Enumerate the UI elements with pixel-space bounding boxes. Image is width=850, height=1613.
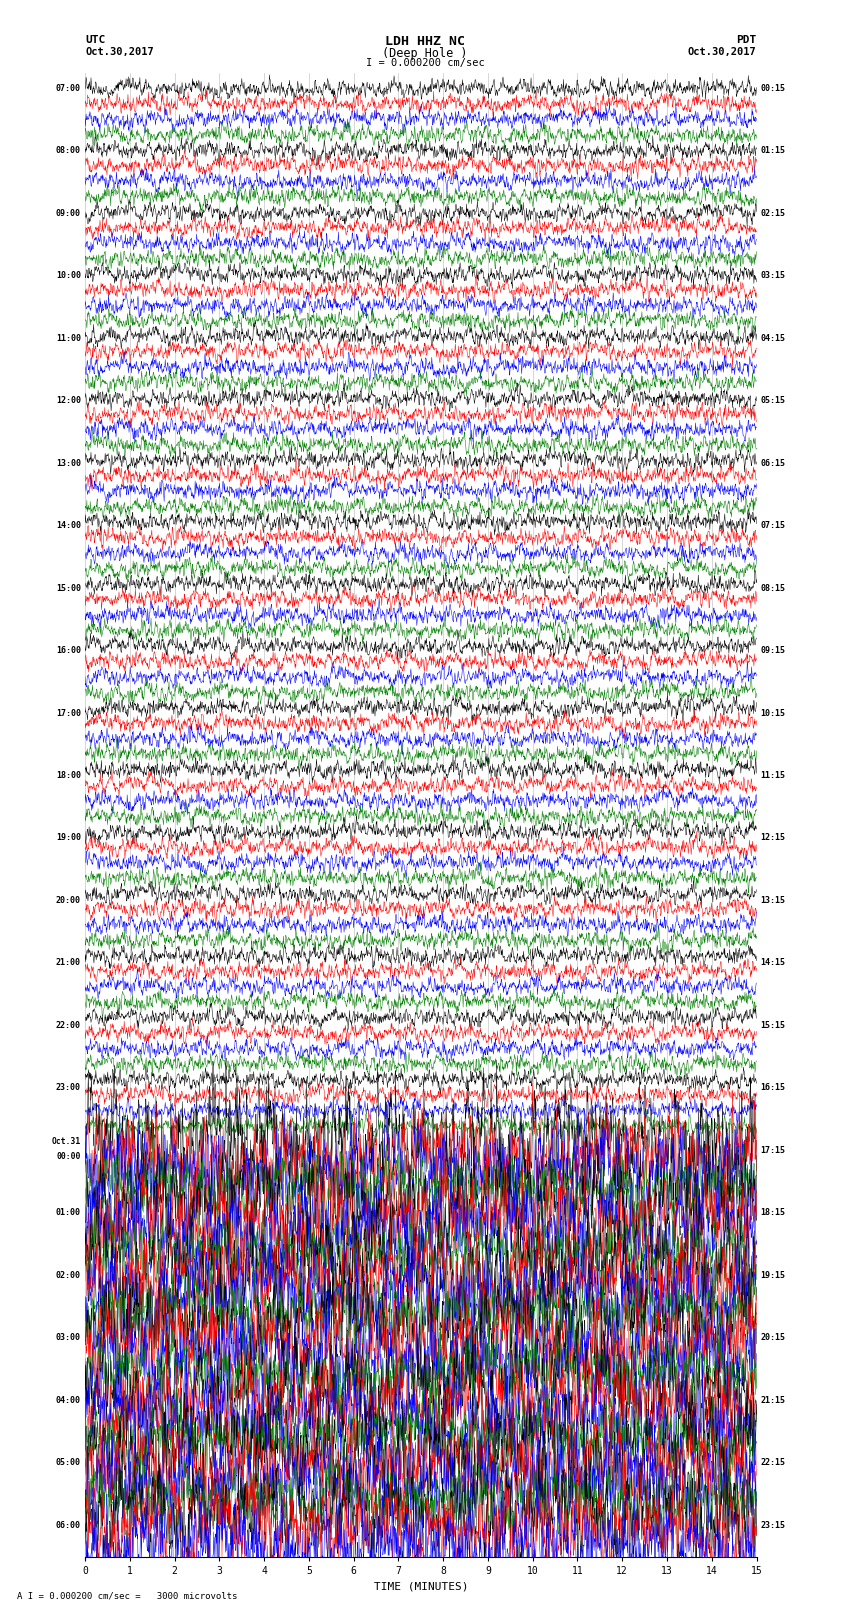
Text: 00:15: 00:15: [761, 84, 785, 92]
Text: 05:15: 05:15: [761, 397, 785, 405]
Text: 08:00: 08:00: [56, 147, 81, 155]
Text: 03:15: 03:15: [761, 271, 785, 281]
Text: 13:00: 13:00: [56, 458, 81, 468]
Text: 21:00: 21:00: [56, 958, 81, 968]
Text: 17:00: 17:00: [56, 708, 81, 718]
Text: 22:00: 22:00: [56, 1021, 81, 1031]
Text: 07:15: 07:15: [761, 521, 785, 531]
Text: 16:00: 16:00: [56, 647, 81, 655]
Text: (Deep Hole ): (Deep Hole ): [382, 47, 468, 60]
Text: Oct.30,2017: Oct.30,2017: [688, 47, 756, 56]
Text: 14:00: 14:00: [56, 521, 81, 531]
Text: 19:00: 19:00: [56, 834, 81, 842]
Text: 12:00: 12:00: [56, 397, 81, 405]
Text: 05:00: 05:00: [56, 1458, 81, 1468]
Text: 02:15: 02:15: [761, 208, 785, 218]
Text: 02:00: 02:00: [56, 1271, 81, 1279]
X-axis label: TIME (MINUTES): TIME (MINUTES): [373, 1581, 468, 1590]
Text: 23:15: 23:15: [761, 1521, 785, 1529]
Text: UTC: UTC: [85, 35, 105, 45]
Text: 01:00: 01:00: [56, 1208, 81, 1218]
Text: 00:00: 00:00: [57, 1152, 81, 1161]
Text: PDT: PDT: [736, 35, 756, 45]
Text: Oct.30,2017: Oct.30,2017: [85, 47, 154, 56]
Text: Oct.31: Oct.31: [52, 1137, 81, 1145]
Text: 07:00: 07:00: [56, 84, 81, 92]
Text: 09:15: 09:15: [761, 647, 785, 655]
Text: 06:00: 06:00: [56, 1521, 81, 1529]
Text: 21:15: 21:15: [761, 1395, 785, 1405]
Text: 17:15: 17:15: [761, 1145, 785, 1155]
Text: 20:00: 20:00: [56, 895, 81, 905]
Text: 03:00: 03:00: [56, 1334, 81, 1342]
Text: 19:15: 19:15: [761, 1271, 785, 1279]
Text: 13:15: 13:15: [761, 895, 785, 905]
Text: 15:15: 15:15: [761, 1021, 785, 1031]
Text: A I = 0.000200 cm/sec =   3000 microvolts: A I = 0.000200 cm/sec = 3000 microvolts: [17, 1590, 237, 1600]
Text: 01:15: 01:15: [761, 147, 785, 155]
Text: 12:15: 12:15: [761, 834, 785, 842]
Text: 10:00: 10:00: [56, 271, 81, 281]
Text: 15:00: 15:00: [56, 584, 81, 592]
Text: 10:15: 10:15: [761, 708, 785, 718]
Text: 06:15: 06:15: [761, 458, 785, 468]
Text: 23:00: 23:00: [56, 1084, 81, 1092]
Text: 18:00: 18:00: [56, 771, 81, 781]
Text: 04:00: 04:00: [56, 1395, 81, 1405]
Text: I = 0.000200 cm/sec: I = 0.000200 cm/sec: [366, 58, 484, 68]
Text: LDH HHZ NC: LDH HHZ NC: [385, 35, 465, 48]
Text: 09:00: 09:00: [56, 208, 81, 218]
Text: 22:15: 22:15: [761, 1458, 785, 1468]
Text: 11:15: 11:15: [761, 771, 785, 781]
Text: 20:15: 20:15: [761, 1334, 785, 1342]
Text: 16:15: 16:15: [761, 1084, 785, 1092]
Text: 08:15: 08:15: [761, 584, 785, 592]
Text: 18:15: 18:15: [761, 1208, 785, 1218]
Text: 04:15: 04:15: [761, 334, 785, 342]
Text: 11:00: 11:00: [56, 334, 81, 342]
Text: 14:15: 14:15: [761, 958, 785, 968]
